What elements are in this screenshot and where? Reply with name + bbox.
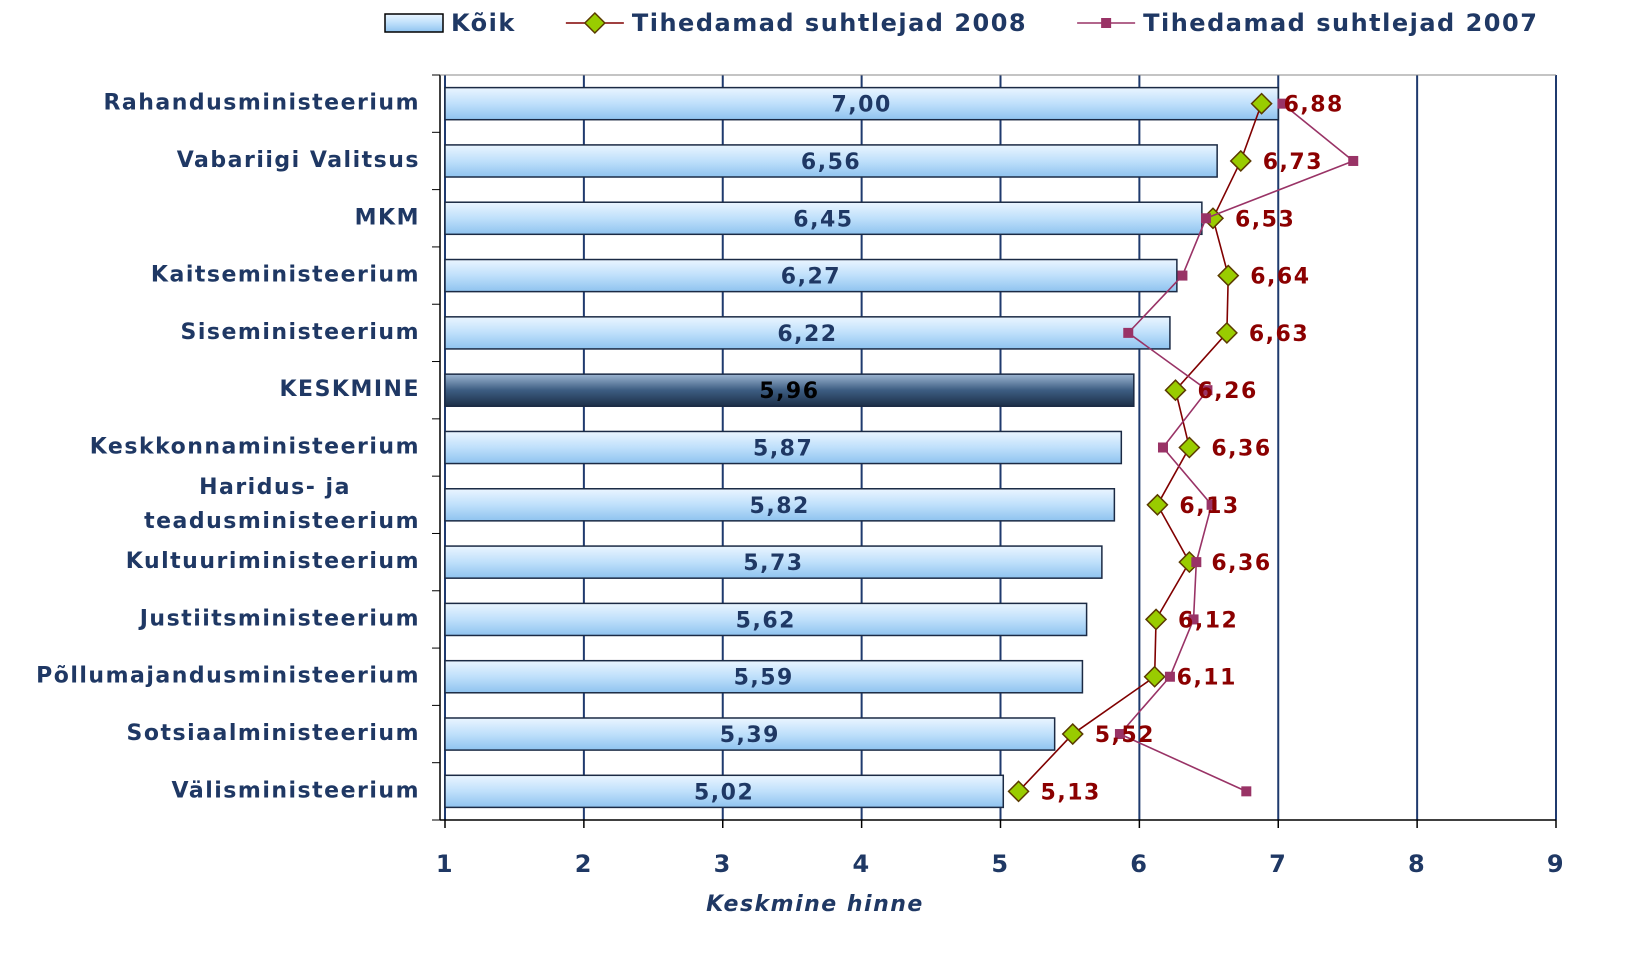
y-tick-label: Siseministeerium <box>181 320 421 345</box>
marker <box>1188 614 1199 625</box>
y-tick-label: Välisministeerium <box>172 778 420 803</box>
bar-value-label: 6,22 <box>777 322 837 347</box>
x-tick-label: 5 <box>991 850 1009 878</box>
marker <box>1146 493 1169 516</box>
bar <box>444 201 1203 236</box>
line-value-label: 6,53 <box>1235 207 1295 232</box>
bar <box>444 774 1005 809</box>
line-value-label: 6,11 <box>1177 666 1237 691</box>
bar <box>444 258 1178 293</box>
bar <box>444 86 1279 121</box>
bar-value-label: 5,87 <box>753 437 813 462</box>
bar <box>444 316 1171 350</box>
line-value-label: 6,13 <box>1179 494 1239 519</box>
bar <box>444 488 1116 522</box>
line-value-label: 6,36 <box>1211 551 1271 576</box>
legend-label: Tihedamad suhtlejad 2008 <box>632 9 1027 37</box>
y-tick-label: KESKMINE <box>280 377 421 402</box>
x-tick-label: 9 <box>1547 850 1565 878</box>
marker <box>1201 213 1212 224</box>
bar <box>444 144 1218 178</box>
x-tick-label: 3 <box>714 850 732 878</box>
marker <box>1202 385 1213 396</box>
bar-value-label: 5,59 <box>734 666 794 691</box>
bar <box>444 430 1123 465</box>
legend-marker <box>583 11 606 35</box>
line-value-label: 5,13 <box>1041 780 1101 805</box>
x-tick-label: 2 <box>575 850 593 878</box>
bar-value-label: 6,56 <box>801 150 861 175</box>
bar-value-label: 5,02 <box>694 780 754 805</box>
y-tick-label: Kaitseministeerium <box>151 263 420 288</box>
marker <box>1277 98 1288 109</box>
line-value-label: 6,36 <box>1211 437 1271 462</box>
marker <box>1164 671 1175 682</box>
y-tick-label: Vabariigi Valitsus <box>177 148 420 173</box>
x-tick-label: 4 <box>853 850 871 878</box>
marker <box>1007 780 1030 803</box>
y-tick-label: Haridus- ja teadusministeerium <box>144 475 420 534</box>
bar <box>444 373 1135 407</box>
x-tick-label: 6 <box>1130 850 1148 878</box>
legend-marker <box>1101 18 1112 28</box>
legend-label: Kõik <box>451 9 516 37</box>
marker <box>1123 327 1134 338</box>
marker <box>1191 557 1202 568</box>
bar-value-label: 6,27 <box>781 265 841 290</box>
line-value-label: 6,64 <box>1250 265 1310 290</box>
x-axis-title: Keskmine hinne <box>706 892 924 917</box>
marker <box>1348 155 1359 166</box>
marker <box>1215 321 1238 344</box>
bar <box>444 602 1088 637</box>
bar-value-label: 5,96 <box>759 379 819 404</box>
bar-value-label: 5,62 <box>736 608 796 633</box>
line-value-label: 6,73 <box>1263 150 1323 175</box>
y-tick-label: Kultuuriministeerium <box>126 549 420 574</box>
y-tick-label: Rahandusministeerium <box>103 91 420 116</box>
marker <box>1144 608 1168 631</box>
line-value-label: 6,88 <box>1284 93 1344 118</box>
y-tick-label: Justiitsministeerium <box>138 606 420 631</box>
bar-value-label: 5,73 <box>743 551 803 576</box>
marker <box>1206 499 1217 510</box>
marker <box>1061 722 1084 746</box>
legend-label: Tihedamad suhtlejad 2007 <box>1143 9 1538 37</box>
marker <box>1250 92 1273 115</box>
line-value-label: 6,12 <box>1178 608 1238 633</box>
marker <box>1217 264 1240 287</box>
bar-value-label: 6,45 <box>793 207 853 232</box>
line-value-label: 6,26 <box>1197 379 1257 404</box>
marker <box>1114 729 1125 740</box>
y-tick-label: Keskkonnaministeerium <box>90 435 420 460</box>
x-tick-label: 8 <box>1408 850 1426 878</box>
bar-value-label: 7,00 <box>831 93 891 118</box>
legend-swatch <box>384 13 444 33</box>
marker <box>1177 270 1188 281</box>
marker <box>1178 436 1201 459</box>
bar <box>444 545 1103 579</box>
bar <box>444 717 1056 751</box>
x-tick-label: 1 <box>436 850 454 878</box>
marker <box>1143 665 1166 688</box>
y-tick-label: Sotsiaalministeerium <box>127 721 420 746</box>
marker <box>1164 379 1187 402</box>
marker <box>1241 786 1252 797</box>
bar <box>444 659 1084 694</box>
line-value-label: 6,63 <box>1249 322 1309 347</box>
x-tick-label: 7 <box>1269 850 1287 878</box>
y-tick-label: Põllumajandusministeerium <box>36 664 420 689</box>
y-tick-label: MKM <box>355 205 420 230</box>
bar-value-label: 5,39 <box>720 723 780 748</box>
marker <box>1157 442 1168 453</box>
line-value-label: 5,52 <box>1095 723 1155 748</box>
bar-value-label: 5,82 <box>750 494 810 519</box>
marker <box>1229 149 1252 173</box>
